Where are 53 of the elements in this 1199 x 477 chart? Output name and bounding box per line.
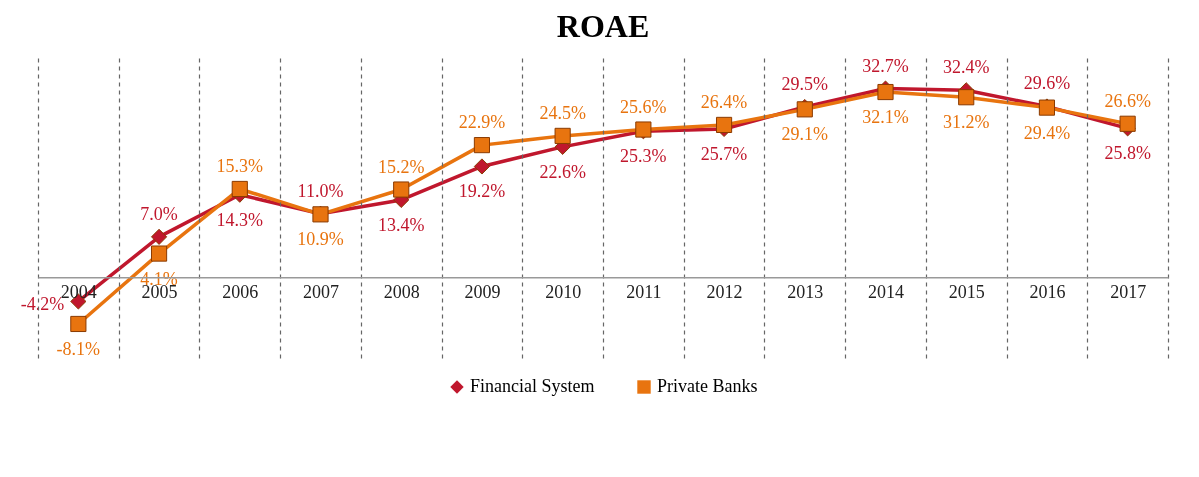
data-label: 26.6% bbox=[1104, 90, 1151, 111]
point bbox=[150, 228, 168, 245]
data-label: 22.6% bbox=[539, 161, 586, 182]
data-label: 32.1% bbox=[862, 107, 909, 128]
data-label: 25.3% bbox=[620, 146, 667, 167]
data-label: 25.8% bbox=[1104, 143, 1151, 164]
point bbox=[231, 180, 248, 198]
point bbox=[150, 245, 168, 262]
point bbox=[473, 137, 491, 154]
x-tick-label: 2012 bbox=[706, 281, 743, 302]
point bbox=[958, 89, 975, 106]
data-label: 7.0% bbox=[140, 203, 178, 224]
data-label: 25.6% bbox=[620, 96, 667, 117]
chart-title: ROAE bbox=[556, 7, 650, 44]
x-tick-label: 2014 bbox=[868, 281, 904, 302]
data-label: 32.4% bbox=[942, 57, 990, 78]
data-label: 29.5% bbox=[781, 74, 829, 95]
legend-label: Private Banks bbox=[657, 376, 758, 396]
data-label: 19.2% bbox=[458, 181, 506, 202]
x-tick-label: 2015 bbox=[948, 281, 985, 302]
data-label: 13.4% bbox=[377, 214, 425, 235]
data-label: 10.9% bbox=[297, 229, 344, 250]
point bbox=[715, 116, 733, 134]
data-label: 15.3% bbox=[216, 155, 264, 176]
data-label: 15.2% bbox=[377, 156, 425, 177]
x-tick-label: 2016 bbox=[1029, 281, 1066, 302]
data-label: 26.4% bbox=[700, 91, 748, 112]
x-tick-label: 2010 bbox=[545, 281, 582, 302]
x-tick-label: 2017 bbox=[1110, 281, 1147, 302]
point bbox=[70, 315, 87, 333]
point bbox=[554, 127, 571, 144]
data-label: 29.6% bbox=[1023, 73, 1071, 94]
data-label: 32.7% bbox=[862, 55, 909, 76]
data-label: 14.3% bbox=[216, 209, 264, 230]
data-label: 24.5% bbox=[539, 102, 586, 123]
point bbox=[877, 83, 894, 101]
data-label: 29.4% bbox=[1023, 122, 1071, 143]
x-tick-label: 2011 bbox=[626, 281, 662, 302]
data-label: -8.1% bbox=[56, 338, 101, 359]
x-tick-label: 2013 bbox=[787, 281, 824, 302]
point bbox=[473, 158, 491, 175]
data-label: 22.9% bbox=[458, 112, 506, 133]
point bbox=[1119, 115, 1136, 132]
data-label: 31.2% bbox=[942, 112, 990, 133]
data-label: 11.0% bbox=[297, 180, 344, 201]
data-label: 25.7% bbox=[700, 143, 748, 164]
legend-label: Financial System bbox=[470, 376, 595, 396]
x-tick-label: 2009 bbox=[464, 281, 501, 302]
x-tick-label: 2008 bbox=[383, 281, 420, 302]
x-tick-label: 2007 bbox=[303, 281, 339, 302]
x-tick-label: 2006 bbox=[222, 281, 259, 302]
point bbox=[393, 181, 410, 198]
data-label: 29.1% bbox=[781, 124, 829, 145]
